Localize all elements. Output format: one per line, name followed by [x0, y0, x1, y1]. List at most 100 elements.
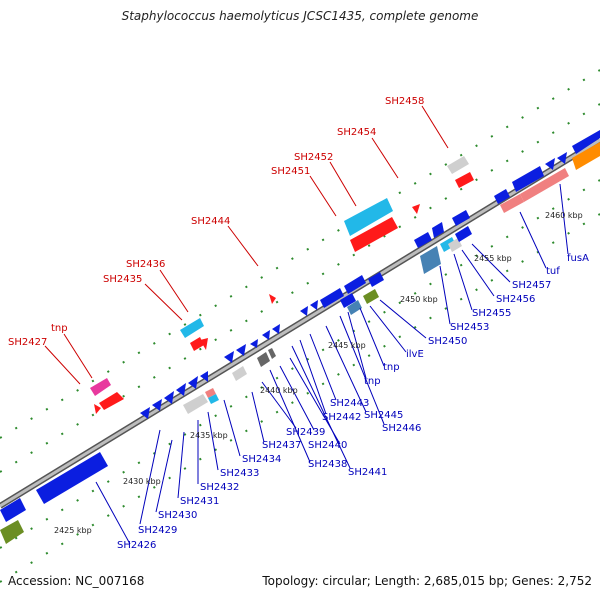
topology-text: Topology: circular; Length: 2,685,015 bp…: [262, 574, 592, 588]
scale-ticks: 2425 kbp 2430 kbp 2435 kbp 2440 kbp 2445…: [54, 211, 583, 535]
gene-cyan-1: [208, 394, 219, 404]
gene-sh2454: [412, 204, 420, 214]
gene-tnp-rev: [340, 293, 356, 308]
gene-sh2456: [455, 226, 472, 242]
gene-sh2427: [90, 378, 111, 396]
gene-sh2436-b: [200, 338, 208, 350]
label-sh2426: SH2426: [117, 540, 156, 551]
gene-sh2446: [344, 275, 366, 294]
gene-sh2442: [300, 306, 308, 316]
gene-sh2435: [180, 318, 204, 338]
label-sh2457: SH2457: [512, 280, 551, 291]
gene-sh2444: [269, 294, 276, 304]
reverse-gene-labels: SH2426 SH2429 SH2430 SH2431 SH2432 SH243…: [117, 253, 589, 551]
label-sh2446: SH2446: [382, 423, 421, 434]
label-sh2458: SH2458: [385, 96, 424, 107]
label-sh2450: SH2450: [428, 336, 467, 347]
gene-tuf: [500, 194, 524, 213]
gene-sh2432-b: [188, 376, 198, 389]
forward-gene-labels: SH2427 tnp SH2435 SH2436 SH2444 SH2451 S…: [8, 96, 424, 348]
gene-sh2458: [447, 156, 469, 174]
scale-tick-2435: 2435 kbp: [190, 431, 228, 440]
gene-sh2437: [250, 339, 258, 348]
gene-sh2434: [224, 351, 234, 363]
gene-sh2457: [494, 189, 510, 204]
label-sh2431: SH2431: [180, 496, 219, 507]
gene-sh2433: [200, 371, 208, 382]
gene-sh2434-b: [236, 344, 246, 356]
gene-sh2445: [320, 288, 344, 308]
gene-sh2429: [140, 407, 150, 419]
label-sh2430: SH2430: [158, 510, 197, 521]
gene-sh2450: [368, 272, 384, 287]
label-sh2452: SH2452: [294, 152, 333, 163]
gene-orange: [572, 142, 600, 170]
label-sh2451: SH2451: [271, 166, 310, 177]
gene-sh2438: [257, 352, 270, 367]
gene-ilvE: [347, 300, 362, 315]
gene-ilvE-green: [363, 289, 379, 304]
label-sh2439: SH2439: [286, 427, 325, 438]
gene-sh2436: [190, 337, 204, 351]
forward-leader-lines: [44, 105, 449, 385]
gene-sh2432: [176, 383, 186, 396]
label-sh2443: SH2443: [330, 398, 369, 409]
label-sh2433: SH2433: [220, 468, 259, 479]
label-sh2427: SH2427: [8, 337, 47, 348]
gene-grey-1: [183, 394, 208, 414]
label-sh2437: SH2437: [262, 440, 301, 451]
gene-green-left: [0, 520, 24, 544]
label-sh2434: SH2434: [242, 454, 281, 465]
label-tnp-rev2: tnp: [383, 362, 400, 373]
label-sh2445: SH2445: [364, 410, 403, 421]
gene-blue-top-right: [572, 130, 600, 154]
label-sh2456: SH2456: [496, 294, 535, 305]
gene-grey-2: [232, 366, 247, 381]
scale-tick-2440: 2440 kbp: [260, 386, 298, 395]
label-sh2429: SH2429: [138, 525, 177, 536]
label-sh2454: SH2454: [337, 127, 376, 138]
gene-fusA: [520, 168, 569, 202]
gene-sh2458-b: [455, 172, 474, 188]
label-sh2432: SH2432: [200, 482, 239, 493]
gene-sh2451: [344, 198, 393, 236]
gene-sh2455-c: [432, 222, 444, 238]
scale-tick-2445: 2445 kbp: [328, 341, 366, 350]
label-sh2455: SH2455: [472, 308, 511, 319]
gene-pink-1: [205, 388, 216, 398]
gene-tnp-fwd: [99, 392, 124, 410]
scale-tick-2425: 2425 kbp: [54, 526, 92, 535]
gene-sh2455: [440, 237, 456, 252]
gene-sh2453: [420, 246, 441, 274]
label-tnp-forward: tnp: [51, 323, 68, 334]
gene-sh2452: [350, 217, 398, 252]
label-fusA: fusA: [567, 253, 589, 264]
gene-sh2443: [310, 300, 318, 310]
label-sh2442: SH2442: [322, 412, 361, 423]
scale-tick-2430: 2430 kbp: [123, 477, 161, 486]
gene-sh2456-b: [452, 210, 470, 226]
genome-backbone: [0, 137, 600, 509]
gene-sh2453-b: [414, 232, 432, 248]
label-sh2435: SH2435: [103, 274, 142, 285]
reverse-strand-genes: [0, 130, 600, 544]
label-sh2453: SH2453: [450, 322, 489, 333]
scale-tick-2460: 2460 kbp: [545, 211, 583, 220]
gene-sh2439: [268, 348, 276, 359]
label-ilvE: ilvE: [406, 349, 424, 360]
gene-tnp-fwd-2: [94, 404, 101, 414]
scale-tick-2450: 2450 kbp: [400, 295, 438, 304]
accession-text: Accession: NC_007168: [8, 574, 145, 588]
gene-sh2441: [272, 324, 280, 334]
scale-tick-2455: 2455 kbp: [474, 254, 512, 263]
gene-sh2426: [36, 452, 108, 504]
figure-title: Staphylococcus haemolyticus JCSC1435, co…: [121, 9, 479, 23]
label-sh2444: SH2444: [191, 216, 230, 227]
gene-sh2455-b: [448, 238, 462, 252]
gene-sh2430: [152, 399, 162, 411]
label-tuf: tuf: [546, 266, 560, 277]
gene-fusA-c: [557, 152, 567, 164]
label-sh2438: SH2438: [308, 459, 347, 470]
